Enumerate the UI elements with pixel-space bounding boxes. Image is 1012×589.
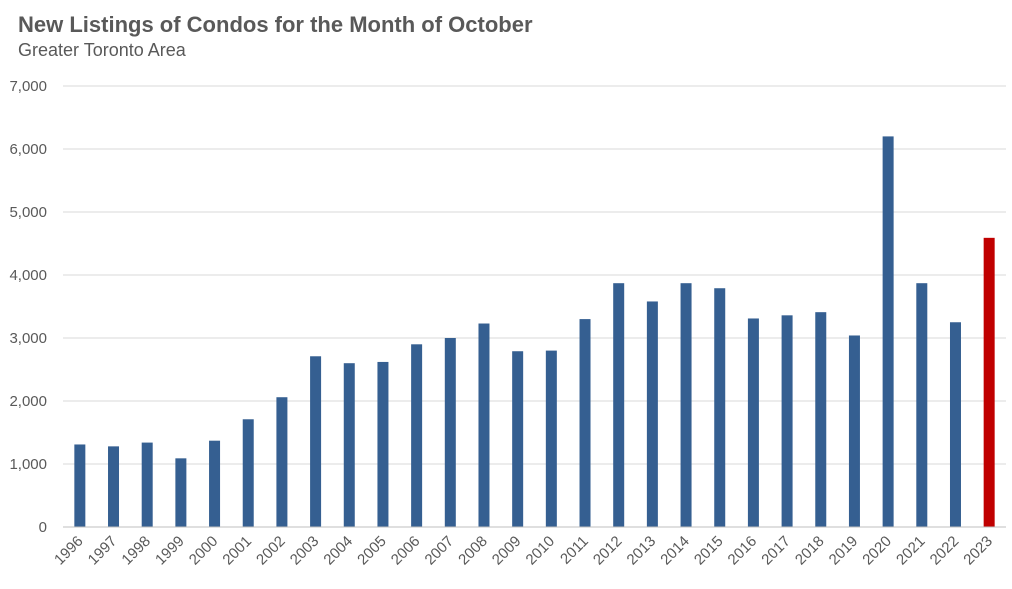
x-tick-label: 2017 [758, 533, 794, 569]
x-tick-label: 2009 [489, 533, 525, 569]
bar-2006 [411, 344, 423, 527]
x-tick-label: 2010 [523, 533, 559, 569]
y-tick-label: 1,000 [9, 456, 47, 473]
bar-2018 [815, 312, 827, 527]
x-tick-label: 2005 [354, 533, 390, 569]
y-tick-label: 7,000 [9, 78, 47, 95]
x-tick-label: 2012 [590, 533, 626, 569]
x-tick-label: 2008 [455, 533, 491, 569]
bar-2003 [310, 356, 322, 527]
chart-title: New Listings of Condos for the Month of … [18, 12, 533, 37]
bar-2005 [377, 361, 389, 527]
bars [74, 136, 995, 527]
bar-2007 [444, 338, 456, 527]
y-tick-label: 4,000 [9, 267, 47, 284]
x-tick-label: 2006 [388, 533, 424, 569]
y-tick-label: 6,000 [9, 141, 47, 158]
x-tick-label: 2020 [859, 533, 895, 569]
bar-2011 [579, 319, 591, 527]
x-tick-label: 2011 [557, 533, 592, 568]
y-tick-label: 5,000 [9, 204, 47, 221]
x-tick-label: 2019 [826, 533, 862, 569]
bar-2014 [680, 283, 692, 527]
x-tick-label: 1998 [118, 533, 154, 569]
x-tick-label: 2022 [927, 533, 963, 569]
y-tick-label: 3,000 [9, 330, 47, 347]
x-tick-label: 2021 [893, 533, 929, 569]
bar-1997 [108, 446, 120, 527]
bar-2012 [613, 283, 625, 527]
x-tick-label: 2003 [287, 533, 323, 569]
bar-1999 [175, 458, 187, 527]
bar-2013 [646, 301, 658, 527]
x-tick-label: 2023 [960, 533, 996, 569]
bar-1998 [141, 442, 153, 527]
bar-2015 [714, 288, 726, 527]
bar-2009 [512, 351, 524, 527]
y-tick-label: 2,000 [9, 393, 47, 410]
x-tick-label: 2018 [792, 533, 828, 569]
bar-2010 [545, 350, 557, 527]
x-tick-label: 1996 [51, 533, 87, 569]
x-tick-label: 1997 [85, 533, 121, 569]
x-tick-label: 2007 [422, 533, 458, 569]
x-tick-label: 2001 [219, 533, 255, 569]
bar-2019 [848, 335, 860, 527]
x-tick-label: 2016 [725, 533, 761, 569]
bar-2017 [781, 315, 793, 527]
bar-2004 [343, 363, 355, 527]
bar-2000 [209, 440, 221, 527]
x-tick-label: 1999 [152, 533, 188, 569]
bar-1996 [74, 444, 86, 527]
x-tick-label: 2004 [320, 533, 356, 569]
bar-2016 [747, 318, 759, 527]
x-tick-label: 2000 [186, 533, 222, 569]
bar-2022 [949, 322, 961, 527]
y-tick-label: 0 [39, 519, 47, 536]
x-tick-label: 2014 [657, 533, 693, 569]
bar-2008 [478, 323, 490, 527]
bar-2020 [882, 136, 894, 527]
x-tick-label: 2015 [691, 533, 727, 569]
chart-subtitle: Greater Toronto Area [18, 40, 186, 60]
bar-2001 [242, 419, 254, 527]
x-tick-label: 2013 [624, 533, 660, 569]
bar-2023 [983, 237, 995, 527]
gridlines [63, 85, 1006, 465]
bar-2021 [916, 283, 928, 527]
bar-2002 [276, 397, 288, 527]
x-tick-label: 2002 [253, 533, 289, 569]
